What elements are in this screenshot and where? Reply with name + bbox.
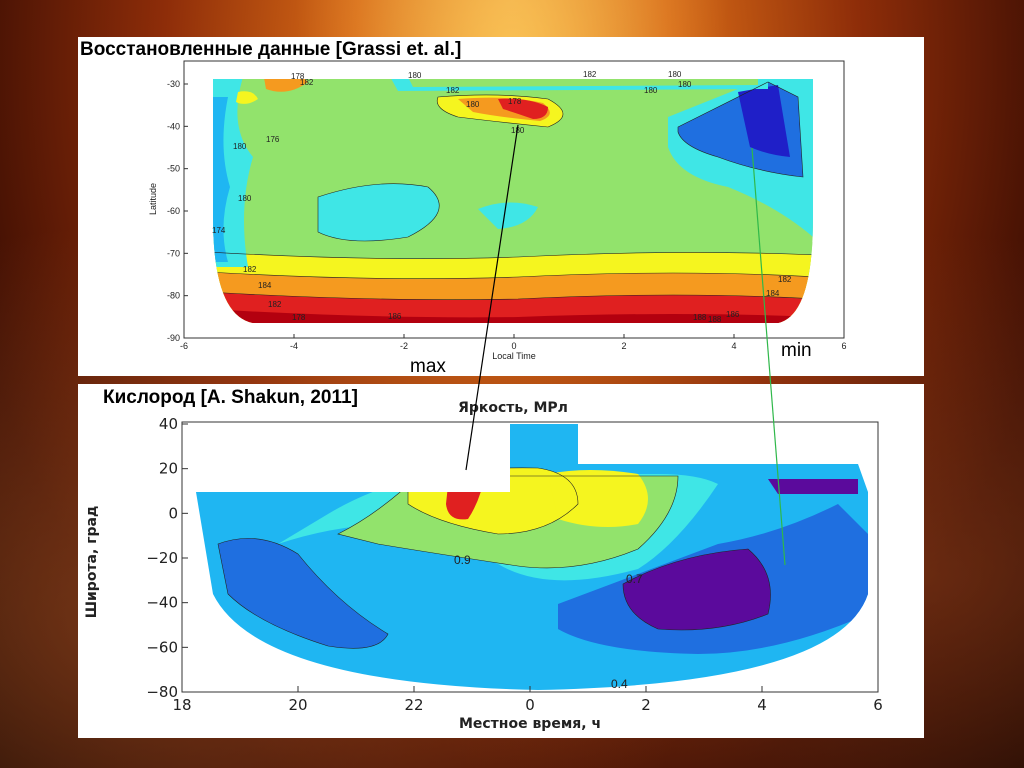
contour-value-label: 182 xyxy=(243,265,257,274)
contour-value-label: 180 xyxy=(408,71,422,80)
oxygen-brightness-chart: 0.9 0.7 0.4 18 20 22 0 2 4 6 40 20 0 −20 −40 −60 −80 М… xyxy=(84,400,883,732)
contour-value-label: 178 xyxy=(508,97,522,106)
bottom-x-axis-label: Местное время, ч xyxy=(459,716,601,732)
x-tick-label: 4 xyxy=(757,696,767,714)
contour-value-label: 180 xyxy=(511,126,525,135)
contour-value-label: 0.4 xyxy=(611,677,628,691)
x-tick-label: -6 xyxy=(180,341,188,351)
contour-value-label: 184 xyxy=(766,289,780,298)
x-tick-label: 2 xyxy=(621,341,626,351)
bottom-chart-title: Яркость, МРл xyxy=(458,400,568,416)
contour-value-label: 182 xyxy=(778,275,792,284)
contour-value-label: 178 xyxy=(291,72,305,81)
y-tick-label: -30 xyxy=(167,79,180,89)
y-tick-label: 20 xyxy=(159,460,178,478)
y-tick-label: -70 xyxy=(167,248,180,258)
bottom-y-axis-label: Широта, град xyxy=(84,506,100,619)
x-tick-label: 20 xyxy=(288,696,307,714)
bottom-x-ticks: 18 20 22 0 2 4 6 xyxy=(172,686,883,714)
bottom-panel-title: Кислород [A. Shakun, 2011] xyxy=(103,387,358,408)
contour-value-label: 186 xyxy=(388,312,402,321)
x-tick-label: -4 xyxy=(290,341,298,351)
contour-value-label: 182 xyxy=(268,300,282,309)
y-tick-label: -40 xyxy=(167,121,180,131)
contour-value-label: 176 xyxy=(266,135,280,144)
contour-value-label: 184 xyxy=(258,281,272,290)
x-tick-label: 4 xyxy=(731,341,736,351)
contour-value-label: 182 xyxy=(446,86,460,95)
x-tick-label: 6 xyxy=(873,696,883,714)
y-tick-label: -90 xyxy=(167,333,180,343)
contour-value-label: 0.7 xyxy=(626,572,643,586)
top-panel-title: Восстановленные данные [Grassi et. al.] xyxy=(80,39,462,60)
x-tick-label: 0 xyxy=(511,341,516,351)
max-annotation: max xyxy=(410,356,446,377)
y-tick-label: −60 xyxy=(146,638,178,656)
y-tick-label: -50 xyxy=(167,164,180,174)
x-tick-label: 6 xyxy=(841,341,846,351)
contour-value-label: 0.9 xyxy=(454,553,471,567)
y-tick-label: −20 xyxy=(146,549,178,567)
bottom-panel: Кислород [A. Shakun, 2011] 0.9 0.7 0.4 xyxy=(78,384,924,738)
contour-value-label: 174 xyxy=(212,226,226,235)
y-tick-label: 40 xyxy=(159,415,178,433)
contour-value-label: 180 xyxy=(238,194,252,203)
x-tick-label: 2 xyxy=(641,696,651,714)
x-tick-label: 18 xyxy=(172,696,191,714)
contour-value-label: 180 xyxy=(644,86,658,95)
top-panel: Восстановленные данные [Grassi et. al.] xyxy=(78,37,924,376)
x-tick-label: 22 xyxy=(404,696,423,714)
contour-value-label: 186 xyxy=(726,310,740,319)
top-contour-field xyxy=(213,79,813,323)
contour-value-label: 178 xyxy=(292,313,306,322)
y-tick-label: −40 xyxy=(146,594,178,612)
top-x-axis-label: Local Time xyxy=(492,351,536,361)
contour-value-label: 188 xyxy=(708,315,722,324)
top-y-axis-label: Latitude xyxy=(148,183,158,215)
y-tick-label: -60 xyxy=(167,206,180,216)
bottom-y-ticks: 40 20 0 −20 −40 −60 −80 xyxy=(146,415,188,701)
contour-value-label: 180 xyxy=(466,100,480,109)
x-tick-label: -2 xyxy=(400,341,408,351)
contour-value-label: 180 xyxy=(668,70,682,79)
x-tick-label: 0 xyxy=(525,696,535,714)
contour-value-label: 188 xyxy=(693,313,707,322)
contour-value-label: 182 xyxy=(300,78,314,87)
min-annotation: min xyxy=(781,340,812,361)
bottom-contour-labels: 0.9 0.7 0.4 xyxy=(454,553,643,691)
y-tick-label: −80 xyxy=(146,683,178,701)
contour-value-label: 182 xyxy=(583,70,597,79)
contour-value-label: 180 xyxy=(233,142,247,151)
y-tick-label: -80 xyxy=(167,291,180,301)
top-y-ticks: -30 -40 -50 -60 -70 -80 -90 xyxy=(167,79,188,343)
contour-value-label: 180 xyxy=(678,80,692,89)
y-tick-label: 0 xyxy=(168,504,178,522)
